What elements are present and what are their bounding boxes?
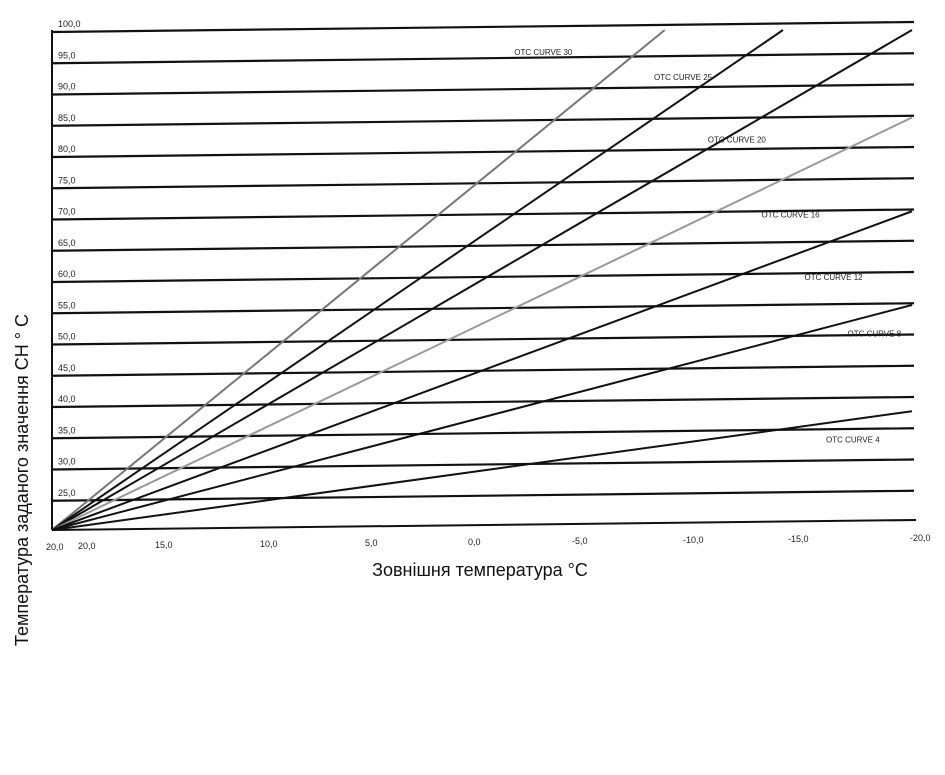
y-tick-label: 45,0 — [58, 363, 76, 373]
x-tick-label: -20,0 — [910, 533, 931, 543]
curve-label: OTC CURVE 8 — [848, 329, 902, 338]
gridline — [51, 333, 915, 346]
gridline — [51, 20, 915, 34]
chart: 25,0 30,0 35,0 40,0 45,0 50,0 55,0 60,0 65,0 70,0… — [12, 19, 931, 646]
x-tick-label: 10,0 — [260, 539, 278, 549]
y-tick-label: 55,0 — [58, 300, 76, 310]
curve-label: OTC CURVE 12 — [805, 273, 864, 282]
gridline — [51, 302, 915, 315]
gridline — [51, 52, 915, 65]
curve-label: OTC CURVE 4 — [826, 436, 880, 445]
gridline — [51, 489, 915, 502]
y-axis-label: Температура заданого значення СН ° С — [12, 314, 32, 646]
curve-label: OTC CURVE 30 — [514, 48, 573, 57]
gridline — [51, 239, 915, 252]
y-tick-label: 80,0 — [58, 144, 76, 154]
y-tick-label: 30,0 — [58, 457, 76, 467]
y-tick-label: 60,0 — [58, 269, 76, 279]
gridline — [51, 145, 915, 159]
series-line — [51, 29, 666, 531]
gridline — [51, 458, 915, 471]
curve-label: OTC CURVE 25 — [654, 73, 713, 82]
series-line — [51, 29, 913, 531]
x-tick-label: 15,0 — [155, 540, 173, 550]
series-line — [51, 304, 913, 531]
gridline — [51, 177, 915, 190]
y-tick-label: 70,0 — [58, 207, 76, 217]
y-tick-label: 35,0 — [58, 425, 76, 435]
y-tick-label: 90,0 — [58, 82, 76, 92]
x-tick-label: 5,0 — [365, 538, 378, 548]
x-tick-label: -15,0 — [788, 534, 809, 544]
gridline — [51, 395, 915, 409]
y-tick-label: 65,0 — [58, 238, 76, 248]
gridline — [51, 208, 915, 221]
x-axis-label: Зовнішня температура °C — [372, 560, 588, 580]
y-tick-label: 100,0 — [58, 19, 81, 29]
gridline — [51, 114, 915, 127]
y-tick-label: 95,0 — [58, 50, 76, 60]
curve-label: OTC CURVE 20 — [708, 136, 767, 145]
x-axis-line — [51, 519, 917, 531]
y-tick-label: 50,0 — [58, 332, 76, 342]
y-tick-label: 85,0 — [58, 113, 76, 123]
x-tick-label: 0,0 — [468, 537, 481, 547]
x-tick-label: -10,0 — [683, 535, 704, 545]
gridline — [51, 83, 915, 96]
series-line — [51, 116, 913, 531]
x-tick-label: 20,0 — [78, 541, 96, 551]
y-tick-label: 40,0 — [58, 394, 76, 404]
series-line — [51, 210, 913, 531]
y-tick-label: 25,0 — [58, 488, 76, 498]
chart-svg: 25,0 30,0 35,0 40,0 45,0 50,0 55,0 60,0 65,0 70,0… — [46, 19, 931, 552]
x-tick-label: -5,0 — [572, 536, 588, 546]
y-tick-label: 75,0 — [58, 175, 76, 185]
gridline — [51, 270, 915, 284]
series-line — [51, 29, 784, 531]
series-line — [51, 410, 913, 531]
curve-label: OTC CURVE 16 — [762, 211, 821, 220]
x-tick-label: 20,0 — [46, 542, 64, 552]
